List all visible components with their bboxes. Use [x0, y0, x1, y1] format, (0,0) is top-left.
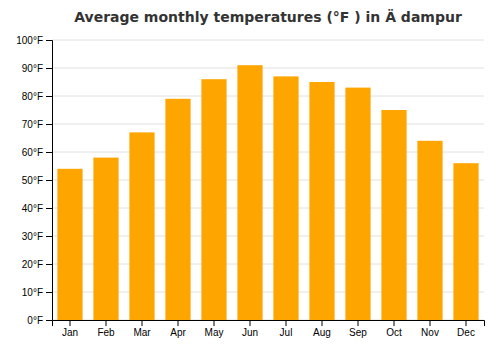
bar: [417, 141, 442, 320]
x-tick-label: Jul: [280, 327, 293, 338]
y-tick: 50°F: [22, 175, 52, 186]
x-tick: Dec: [457, 320, 475, 338]
bar: [453, 163, 478, 320]
x-tick-label: Apr: [170, 327, 186, 338]
x-tick: Oct: [386, 320, 402, 338]
x-tick: Jun: [242, 320, 258, 338]
x-tick-mark: [358, 320, 359, 326]
x-tick-label: Oct: [386, 327, 402, 338]
y-axis-line: [46, 41, 53, 321]
x-tick-mark: [214, 320, 215, 326]
x-tick-label: Aug: [313, 327, 331, 338]
x-tick: Nov: [421, 320, 439, 338]
y-tick-label: 0°F: [27, 315, 43, 326]
x-tick: Jan: [62, 320, 78, 338]
y-tick-mark: [46, 320, 52, 321]
x-tick: May: [205, 320, 224, 338]
y-tick-mark: [46, 124, 52, 125]
x-tick-mark: [106, 320, 107, 326]
x-tick-mark: [178, 320, 179, 326]
grid: [52, 40, 484, 320]
x-tick-label: Jun: [242, 327, 258, 338]
y-tick: 10°F: [22, 287, 52, 298]
bar: [57, 169, 82, 320]
grid-line: [52, 124, 484, 125]
y-tick-label: 60°F: [22, 147, 43, 158]
x-tick-mark: [70, 320, 71, 326]
y-tick-label: 80°F: [22, 91, 43, 102]
y-tick: 70°F: [22, 119, 52, 130]
x-tick-mark: [322, 320, 323, 326]
grid-line: [52, 96, 484, 97]
grid-line: [52, 40, 484, 41]
y-tick-mark: [46, 236, 52, 237]
x-tick-mark: [394, 320, 395, 326]
x-tick: Apr: [170, 320, 186, 338]
bars: [57, 65, 478, 320]
bar: [381, 110, 406, 320]
x-tick-label: Dec: [457, 327, 475, 338]
y-tick-mark: [46, 292, 52, 293]
y-tick-mark: [46, 264, 52, 265]
x-tick-label: Mar: [133, 327, 151, 338]
y-tick: 80°F: [22, 91, 52, 102]
x-axis-line: [53, 321, 485, 327]
y-tick: 0°F: [27, 315, 52, 326]
chart: Jan Feb Mar Apr May Jun Jul Aug Sep Oct Nov Dec 0°F 1…: [0, 0, 500, 350]
x-tick-label: May: [205, 327, 224, 338]
y-tick: 90°F: [22, 63, 52, 74]
x-tick: Aug: [313, 320, 331, 338]
y-tick-label: 70°F: [22, 119, 43, 130]
x-tick-mark: [466, 320, 467, 326]
y-tick-label: 90°F: [22, 63, 43, 74]
y-tick-label: 50°F: [22, 175, 43, 186]
y-tick-mark: [46, 68, 52, 69]
x-tick-mark: [142, 320, 143, 326]
y-tick-label: 10°F: [22, 287, 43, 298]
x-tick: Feb: [97, 320, 115, 338]
y-tick-label: 100°F: [16, 35, 43, 46]
y-tick-label: 30°F: [22, 231, 43, 242]
y-tick-mark: [46, 152, 52, 153]
y-tick-mark: [46, 40, 52, 41]
bar: [201, 79, 226, 320]
bar: [93, 158, 118, 320]
bar: [129, 132, 154, 320]
x-tick-label: Feb: [97, 327, 115, 338]
bar: [345, 88, 370, 320]
x-axis: Jan Feb Mar Apr May Jun Jul Aug Sep Oct Nov Dec: [53, 320, 485, 338]
y-tick: 30°F: [22, 231, 52, 242]
x-tick-label: Jan: [62, 327, 78, 338]
x-tick: Jul: [280, 320, 293, 338]
y-tick-label: 20°F: [22, 259, 43, 270]
y-tick-mark: [46, 208, 52, 209]
y-tick: 40°F: [22, 203, 52, 214]
y-axis: 0°F 10°F 20°F 30°F 40°F 50°F 60°F 70°F 80°F 90°F 1…: [16, 35, 52, 326]
x-tick: Mar: [133, 320, 151, 338]
x-tick-mark: [430, 320, 431, 326]
y-tick-mark: [46, 96, 52, 97]
grid-line: [52, 68, 484, 69]
plot: Jan Feb Mar Apr May Jun Jul Aug Sep Oct Nov Dec 0°F 1…: [16, 35, 484, 338]
title: Average monthly temperatures (°F ) in Ä …: [74, 9, 462, 25]
bar: [273, 76, 298, 320]
y-tick: 100°F: [16, 35, 52, 46]
x-tick-label: Nov: [421, 327, 439, 338]
bar: [237, 65, 262, 320]
y-tick-label: 40°F: [22, 203, 43, 214]
x-tick-mark: [286, 320, 287, 326]
bar: [165, 99, 190, 320]
x-tick-label: Sep: [349, 327, 367, 338]
y-tick: 20°F: [22, 259, 52, 270]
x-tick-mark: [250, 320, 251, 326]
bar: [309, 82, 334, 320]
x-tick: Sep: [349, 320, 367, 338]
y-tick-mark: [46, 180, 52, 181]
y-tick: 60°F: [22, 147, 52, 158]
